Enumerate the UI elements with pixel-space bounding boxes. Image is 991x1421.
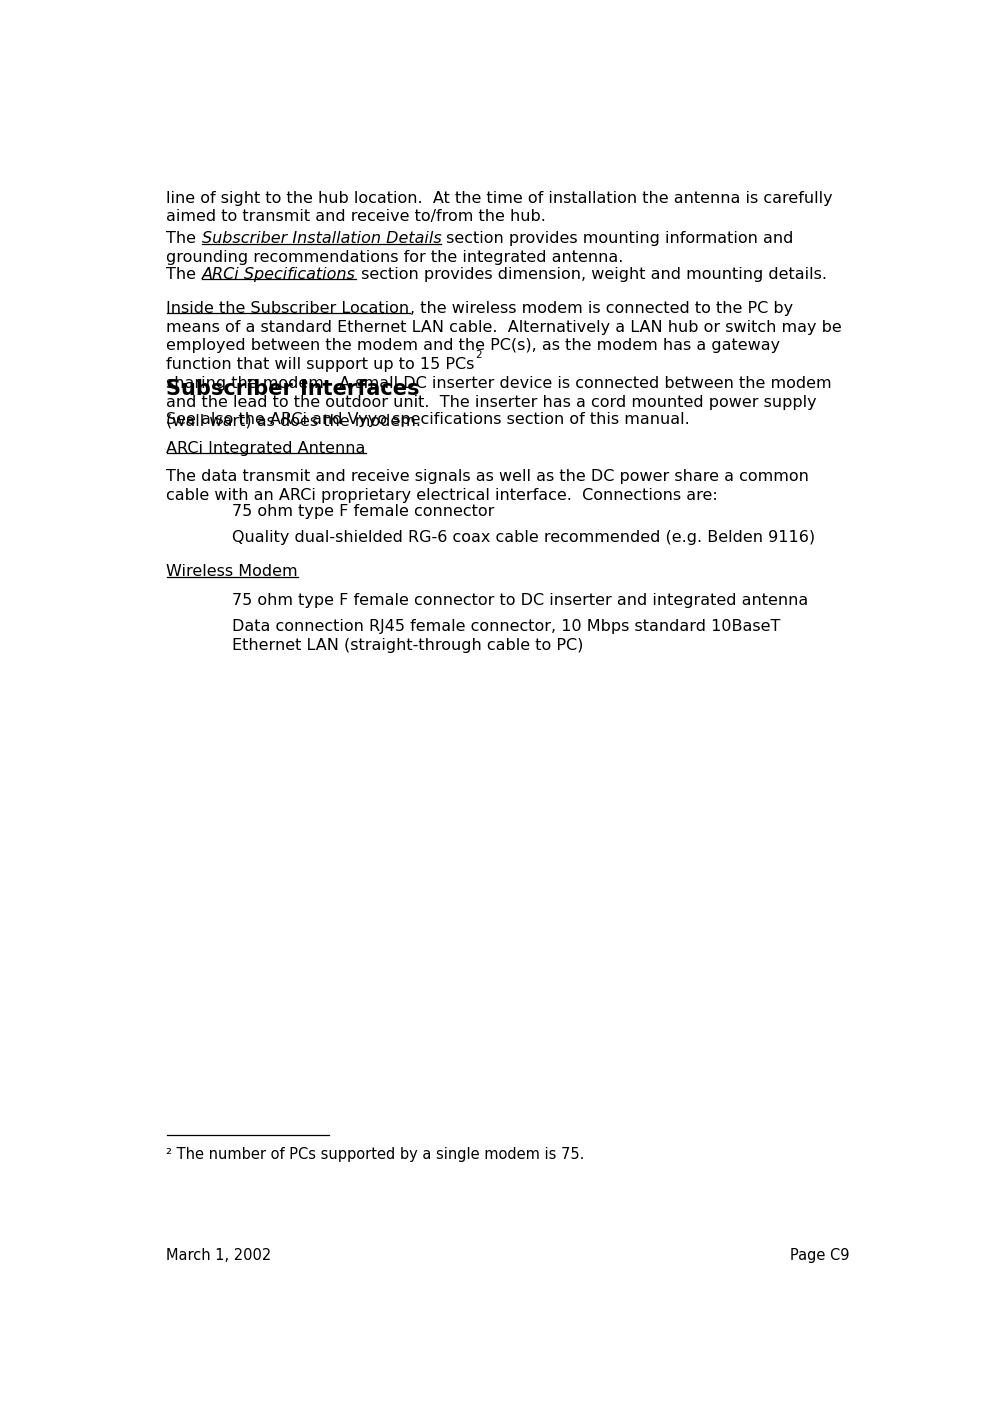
Text: aimed to transmit and receive to/from the hub.: aimed to transmit and receive to/from th…	[166, 209, 546, 225]
Text: The data transmit and receive signals as well as the DC power share a common: The data transmit and receive signals as…	[166, 469, 810, 485]
Text: The: The	[166, 267, 201, 281]
Text: Inside the Subscriber Location: Inside the Subscriber Location	[166, 301, 409, 315]
Text: (wall wart) as does the modem.: (wall wart) as does the modem.	[166, 414, 421, 429]
Text: Wireless Modem: Wireless Modem	[166, 564, 298, 578]
Text: Data connection RJ45 female connector, 10 Mbps standard 10BaseT: Data connection RJ45 female connector, 1…	[232, 620, 781, 634]
Text: ARCi Specifications: ARCi Specifications	[201, 267, 356, 281]
Text: 2: 2	[475, 351, 482, 361]
Text: ARCi Integrated Antenna: ARCi Integrated Antenna	[166, 441, 366, 456]
Text: function that will support up to 15 PCs: function that will support up to 15 PCs	[166, 357, 475, 372]
Text: and the lead to the outdoor unit.  The inserter has a cord mounted power supply: and the lead to the outdoor unit. The in…	[166, 395, 818, 411]
Text: 75 ohm type F female connector: 75 ohm type F female connector	[232, 504, 495, 519]
Text: Subscriber Interfaces: Subscriber Interfaces	[166, 379, 420, 399]
Text: Subscriber Installation Details: Subscriber Installation Details	[201, 232, 441, 246]
Text: section provides dimension, weight and mounting details.: section provides dimension, weight and m…	[356, 267, 826, 281]
Text: March 1, 2002: March 1, 2002	[166, 1248, 272, 1263]
Text: , the wireless modem is connected to the PC by: , the wireless modem is connected to the…	[409, 301, 793, 315]
Text: employed between the modem and the PC(s), as the modem has a gateway: employed between the modem and the PC(s)…	[166, 338, 781, 354]
Text: ² The number of PCs supported by a single modem is 75.: ² The number of PCs supported by a singl…	[166, 1147, 585, 1162]
Text: The: The	[166, 232, 201, 246]
Text: Ethernet LAN (straight-through cable to PC): Ethernet LAN (straight-through cable to …	[232, 638, 584, 654]
Text: Quality dual-shielded RG-6 coax cable recommended (e.g. Belden 9116): Quality dual-shielded RG-6 coax cable re…	[232, 530, 816, 546]
Text: sharing the modem.  A small DC inserter device is connected between the modem: sharing the modem. A small DC inserter d…	[166, 377, 832, 391]
Text: section provides mounting information and: section provides mounting information an…	[441, 232, 794, 246]
Text: Page C9: Page C9	[790, 1248, 849, 1263]
Text: means of a standard Ethernet LAN cable.  Alternatively a LAN hub or switch may b: means of a standard Ethernet LAN cable. …	[166, 320, 842, 334]
Text: cable with an ARCi proprietary electrical interface.  Connections are:: cable with an ARCi proprietary electrica…	[166, 489, 718, 503]
Text: line of sight to the hub location.  At the time of installation the antenna is c: line of sight to the hub location. At th…	[166, 190, 833, 206]
Text: grounding recommendations for the integrated antenna.: grounding recommendations for the integr…	[166, 250, 624, 266]
Text: See also the ARCi and Vyyo specifications section of this manual.: See also the ARCi and Vyyo specification…	[166, 412, 691, 426]
Text: 75 ohm type F female connector to DC inserter and integrated antenna: 75 ohm type F female connector to DC ins…	[232, 593, 809, 608]
